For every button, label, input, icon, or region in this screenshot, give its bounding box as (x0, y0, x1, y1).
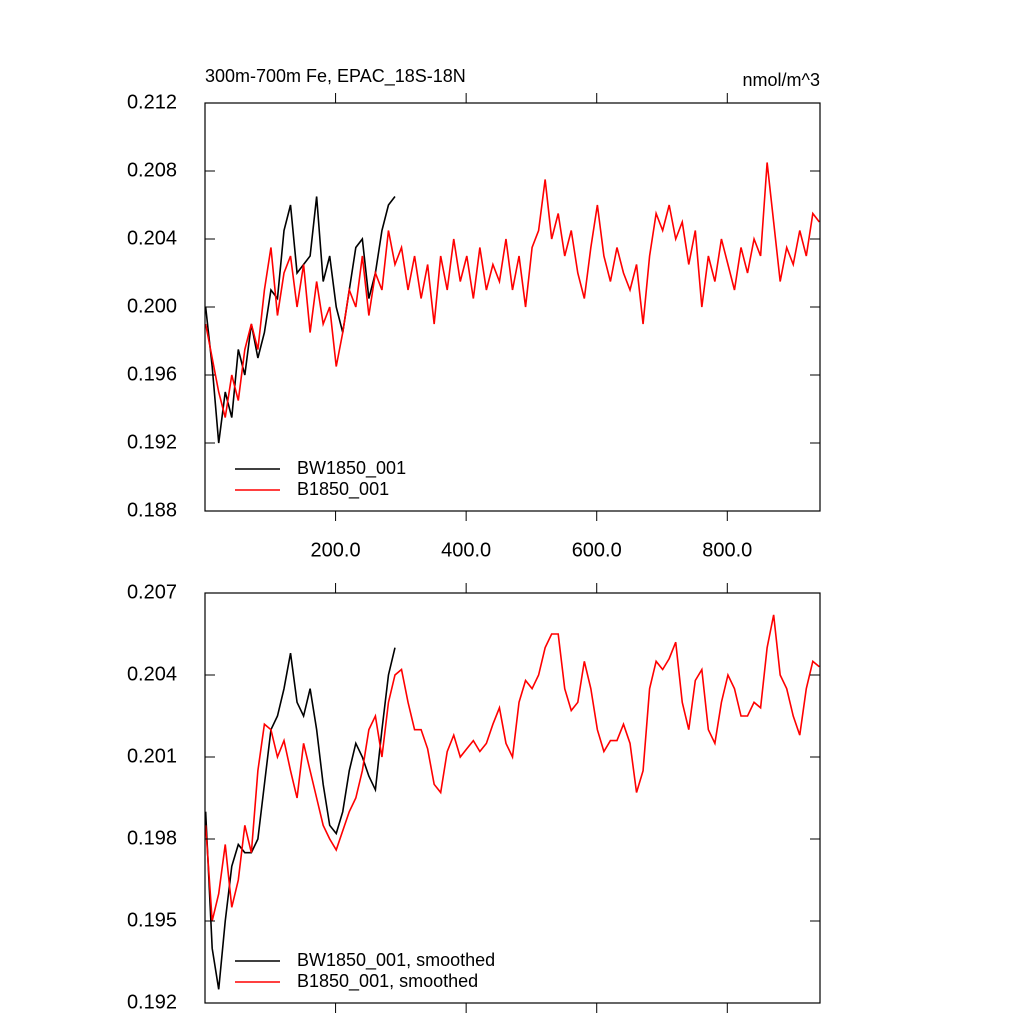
y-tick-label: 0.207 (127, 581, 177, 603)
x-tick-label: 600.0 (572, 539, 622, 561)
y-tick-label: 0.192 (127, 431, 177, 453)
series-line (205, 614, 820, 922)
y-tick-label: 0.200 (127, 295, 177, 317)
series-line (205, 647, 396, 990)
legend-label: BW1850_001 (297, 458, 406, 479)
series-line (205, 196, 396, 444)
y-tick-label: 0.204 (127, 227, 177, 249)
plot-frame (204, 592, 821, 1004)
x-tick-label: 400.0 (441, 539, 491, 561)
x-tick-label: 800.0 (702, 539, 752, 561)
series-line (205, 162, 820, 418)
x-tick-label: 200.0 (311, 539, 361, 561)
y-tick-label: 0.195 (127, 909, 177, 931)
chart-title: 300m-700m Fe, EPAC_18S-18N (205, 66, 466, 87)
y-tick-label: 0.192 (127, 991, 177, 1013)
y-tick-label: 0.212 (127, 91, 177, 113)
legend-label: B1850_001, smoothed (297, 971, 478, 992)
panel: 0.192 0.195 0.198 0.201 0.204 0.207 BW1850_001… (127, 581, 821, 1013)
legend-label: B1850_001 (297, 479, 389, 500)
units-label: nmol/m^3 (743, 70, 820, 90)
y-tick-label: 0.208 (127, 159, 177, 181)
y-tick-label: 0.196 (127, 363, 177, 385)
y-tick-label: 0.201 (127, 745, 177, 767)
y-tick-label: 0.188 (127, 499, 177, 521)
y-tick-label: 0.198 (127, 827, 177, 849)
panel: 0.188 0.192 0.196 0.200 0.204 0.208 0.212 200.0… (127, 66, 821, 561)
legend-label: BW1850_001, smoothed (297, 950, 495, 971)
y-tick-label: 0.204 (127, 663, 177, 685)
